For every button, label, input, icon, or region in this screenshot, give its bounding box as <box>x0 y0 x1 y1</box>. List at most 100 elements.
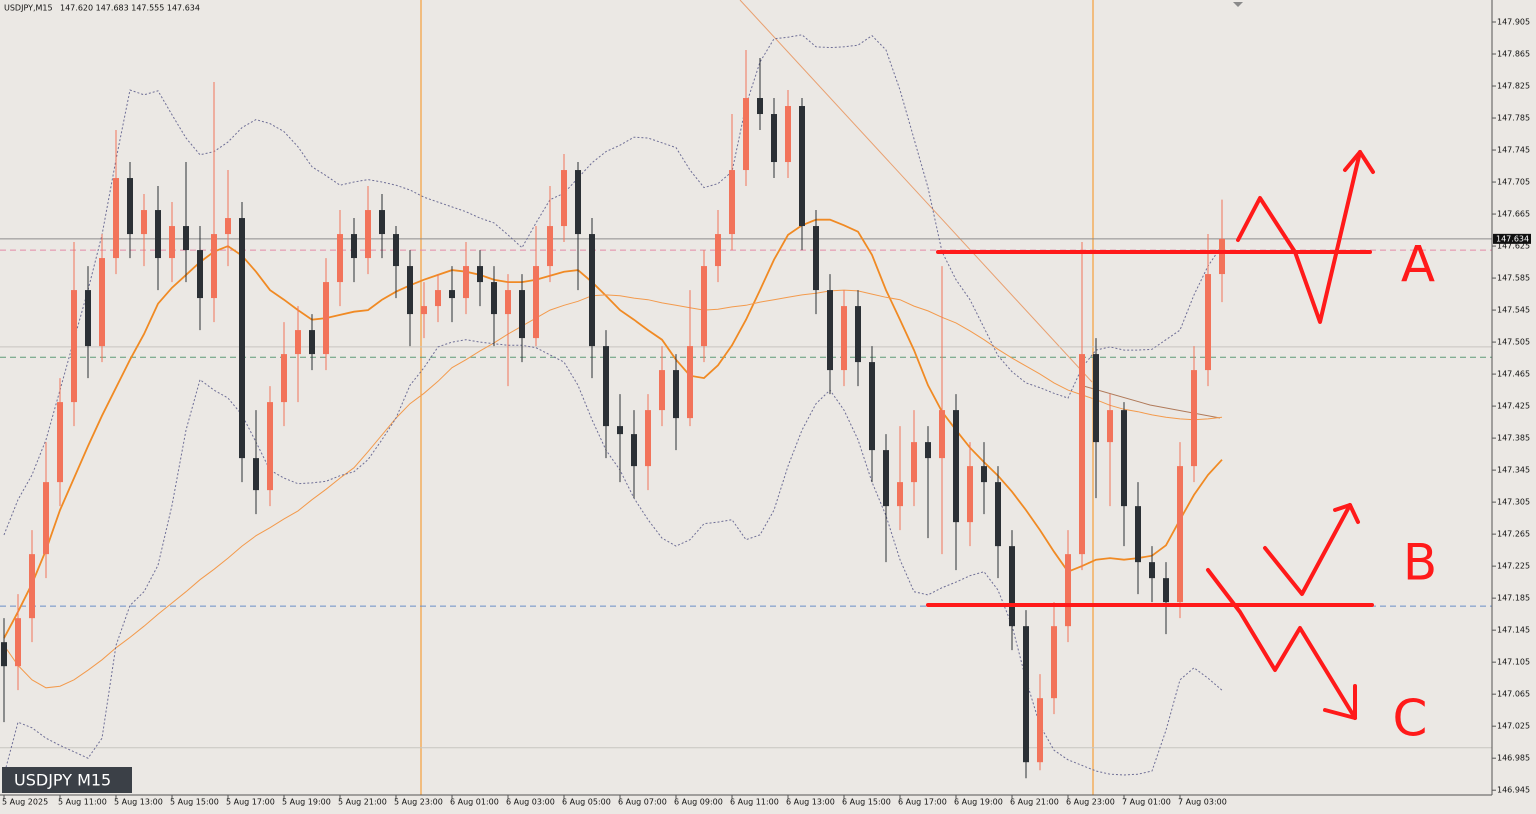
candle-body <box>1093 354 1099 443</box>
candle-body <box>953 410 959 523</box>
candle-body <box>729 170 735 235</box>
candle-body <box>57 402 63 483</box>
x-tick-label: 6 Aug 11:00 <box>730 798 779 807</box>
path-up <box>1236 150 1362 324</box>
candle-body <box>435 290 441 307</box>
candle-body <box>225 218 231 235</box>
y-tick-label: 147.105 <box>1497 658 1530 667</box>
y-tick-label: 147.745 <box>1497 146 1530 155</box>
candle-body <box>925 442 931 459</box>
candle-body <box>113 178 119 259</box>
y-tick-label: 147.265 <box>1497 530 1530 539</box>
candle-body <box>617 426 623 435</box>
y-tick-label: 147.625 <box>1497 242 1530 251</box>
y-tick-label: 147.665 <box>1497 210 1530 219</box>
candle-body <box>295 330 301 355</box>
candle-body <box>1051 626 1057 699</box>
candle-body <box>939 410 945 459</box>
candle-body <box>897 482 903 507</box>
candle-body <box>533 266 539 339</box>
y-tick-label: 147.785 <box>1497 114 1530 123</box>
x-tick-label: 7 Aug 01:00 <box>1122 798 1171 807</box>
candle-body <box>827 290 833 371</box>
x-tick-label: 5 Aug 17:00 <box>226 798 275 807</box>
x-tick-label: 5 Aug 13:00 <box>114 798 163 807</box>
path-bounce <box>1263 503 1352 596</box>
y-tick-label: 147.705 <box>1497 178 1530 187</box>
candle-body <box>1121 410 1127 507</box>
x-tick-label: 6 Aug 07:00 <box>618 798 667 807</box>
candle-body <box>687 346 693 419</box>
candle-body <box>799 106 805 227</box>
indicator-line <box>3 289 1223 689</box>
candle-body <box>883 450 889 507</box>
candle-body <box>603 346 609 427</box>
candle-body <box>141 210 147 235</box>
candle-body <box>351 234 357 259</box>
x-tick-label: 6 Aug 23:00 <box>1066 798 1115 807</box>
y-tick-label: 147.065 <box>1497 690 1530 699</box>
candle-body <box>631 434 637 467</box>
candle-body <box>323 282 329 355</box>
candle-body <box>1023 626 1029 763</box>
candle-body <box>673 370 679 419</box>
candle-body <box>813 226 819 291</box>
candle-body <box>561 170 567 227</box>
candle-body <box>463 266 469 299</box>
candle-body <box>267 402 273 491</box>
x-tick-label: 6 Aug 01:00 <box>450 798 499 807</box>
candle-body <box>477 266 483 283</box>
candle-body <box>715 234 721 267</box>
candle-body <box>421 306 427 315</box>
candle-body <box>589 234 595 347</box>
candle-body <box>155 210 161 259</box>
y-tick-label: 146.945 <box>1497 786 1530 795</box>
x-tick-label: 6 Aug 15:00 <box>842 798 891 807</box>
candle-body <box>211 234 217 299</box>
candle-body <box>1219 238 1225 275</box>
badge-label: USDJPY M15 <box>14 771 111 790</box>
candle-body <box>365 210 371 259</box>
candle-body <box>393 234 399 267</box>
candle-body <box>757 98 763 115</box>
candle-body <box>71 290 77 403</box>
candle-body <box>1191 370 1197 467</box>
y-tick-label: 146.985 <box>1497 754 1530 763</box>
candle-body <box>407 266 413 315</box>
y-tick-label: 147.465 <box>1497 370 1530 379</box>
y-tick-label: 147.545 <box>1497 306 1530 315</box>
candle-body <box>449 290 455 299</box>
symbol-title: USDJPY,M15 <box>4 4 53 13</box>
candle-body <box>239 218 245 459</box>
candle-body <box>1107 410 1113 443</box>
y-tick-label: 147.425 <box>1497 402 1530 411</box>
annotation-label: B <box>1403 534 1437 592</box>
candle-body <box>281 354 287 403</box>
annotation-label: C <box>1393 690 1428 748</box>
candle-body <box>1 642 7 667</box>
candle-body <box>645 410 651 467</box>
y-tick-label: 147.145 <box>1497 626 1530 635</box>
x-tick-label: 6 Aug 05:00 <box>562 798 611 807</box>
candle-body <box>1009 546 1015 627</box>
candle-body <box>785 106 791 163</box>
candle-body <box>701 266 707 347</box>
last-price-label: 147.634 <box>1496 234 1529 243</box>
plot-marks <box>0 34 1492 779</box>
candle-body <box>659 370 665 411</box>
y-tick-label: 147.025 <box>1497 722 1530 731</box>
candle-body <box>841 306 847 371</box>
x-tick-label: 6 Aug 13:00 <box>786 798 835 807</box>
candle-body <box>505 290 511 315</box>
candle-body <box>15 618 21 667</box>
x-tick-label: 6 Aug 09:00 <box>674 798 723 807</box>
y-tick-label: 147.505 <box>1497 338 1530 347</box>
candle-body <box>855 306 861 363</box>
candle-body <box>169 226 175 259</box>
y-tick-label: 147.305 <box>1497 498 1530 507</box>
candle-body <box>981 466 987 483</box>
x-tick-label: 5 Aug 21:00 <box>338 798 387 807</box>
